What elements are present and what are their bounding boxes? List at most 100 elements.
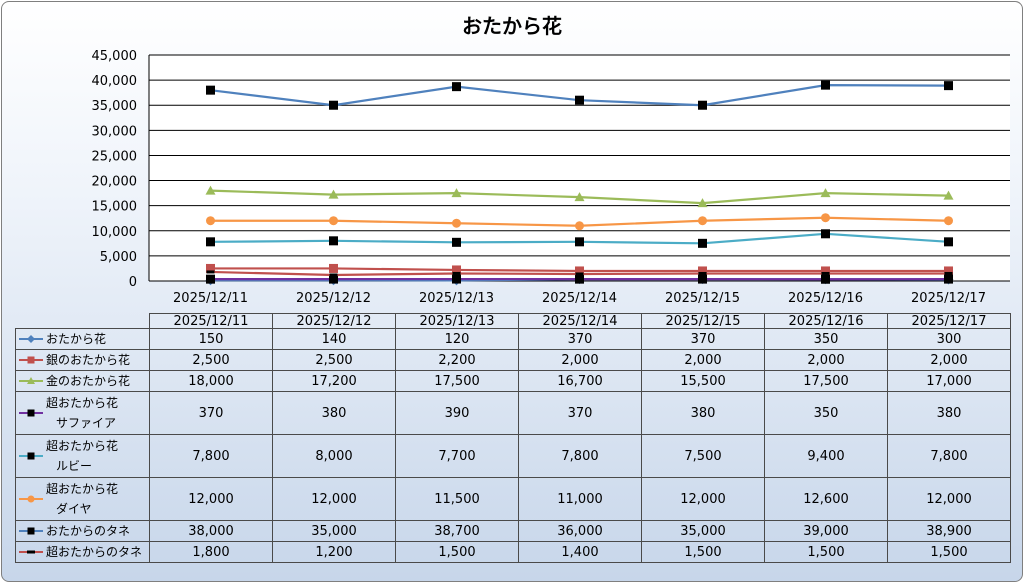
x-tick-label: 2025/12/12 — [296, 291, 371, 306]
data-label: 35,000 — [641, 520, 765, 542]
data-point — [698, 271, 707, 275]
data-label: 380 — [887, 391, 1011, 435]
data-point — [943, 190, 954, 200]
series-name-line: 銀のおたから花 — [46, 353, 131, 367]
data-point — [944, 237, 953, 247]
data-label: 39,000 — [764, 520, 888, 542]
table-header-cell: 2025/12/15 — [641, 313, 765, 329]
data-point — [575, 274, 584, 284]
series-name-line: おたから花 — [46, 332, 107, 346]
data-label: 1,800 — [149, 541, 273, 563]
series-name-line: 超おたから花 — [46, 439, 119, 453]
chart-title: おたから花 — [462, 14, 562, 38]
table-row: 超おたから花 サファイア 370 380 390 370 380 350 380 — [15, 391, 1011, 435]
data-label: 2,500 — [272, 349, 396, 371]
table-header-cell: 2025/12/14 — [518, 313, 642, 329]
legend-entry: 超おたからのタネ — [15, 541, 150, 563]
data-label: 1,500 — [764, 541, 888, 563]
data-label: 17,500 — [395, 370, 519, 392]
legend-key — [19, 527, 43, 535]
y-tick-label: 20,000 — [92, 175, 138, 190]
series-name-line: ダイヤ — [56, 502, 92, 516]
x-tick-label: 2025/12/15 — [665, 291, 740, 306]
data-point — [698, 266, 707, 276]
data-label: 300 — [887, 328, 1011, 350]
data-label: 15,500 — [641, 370, 765, 392]
data-point — [698, 216, 707, 226]
data-point — [574, 192, 585, 202]
data-point — [206, 263, 215, 273]
data-label: 2,000 — [887, 349, 1011, 371]
legend-entry: おたから花 — [15, 328, 150, 350]
x-tick-label: 2025/12/17 — [911, 291, 986, 306]
data-point — [205, 185, 216, 195]
y-tick-label: 40,000 — [92, 74, 138, 89]
legend-key — [19, 495, 43, 503]
series-name: 超おたからのタネ — [46, 542, 142, 562]
table-header-cell: 2025/12/16 — [764, 313, 888, 329]
data-label: 2,500 — [149, 349, 273, 371]
data-label: 150 — [149, 328, 273, 350]
data-point — [206, 216, 215, 226]
data-point — [452, 274, 461, 284]
data-label: 7,800 — [149, 434, 273, 478]
series-name: おたからのタネ — [46, 521, 130, 541]
series-name: 金のおたから花 — [46, 371, 130, 391]
legend-key — [19, 377, 43, 384]
data-point — [451, 188, 462, 198]
data-label: 370 — [518, 391, 642, 435]
series-name-line: 超おたから花 — [46, 396, 119, 410]
legend-entry: おたからのタネ — [15, 520, 150, 542]
table-row: 超おたから花 ダイヤ 12,000 12,000 11,500 11,000 12,000 1… — [15, 477, 1011, 521]
data-label: 11,500 — [395, 477, 519, 521]
y-tick-label: 35,000 — [92, 99, 138, 114]
series-name: おたから花 — [46, 329, 106, 349]
legend-key — [19, 356, 43, 364]
data-label: 350 — [764, 328, 888, 350]
data-point — [821, 213, 830, 223]
data-label: 38,900 — [887, 520, 1011, 542]
data-point — [821, 271, 830, 275]
table-header-cell: 2025/12/12 — [272, 313, 396, 329]
data-point — [452, 218, 461, 228]
y-tick-label: 30,000 — [92, 124, 138, 139]
y-tick-label: 15,000 — [92, 200, 138, 215]
x-tick-label: 2025/12/16 — [788, 291, 863, 306]
series-name: 銀のおたから花 — [46, 350, 130, 370]
series-1 — [206, 263, 953, 276]
data-label: 1,200 — [272, 541, 396, 563]
table-header-cell: 2025/12/13 — [395, 313, 519, 329]
data-label: 8,000 — [272, 434, 396, 478]
data-label: 38,000 — [149, 520, 273, 542]
legend-key-marker — [27, 527, 35, 535]
legend-key — [19, 409, 43, 417]
table-header-row: 2025/12/11 2025/12/12 2025/12/13 2025/12/14… — [16, 313, 1011, 329]
data-point — [452, 82, 461, 92]
plot-area: 0 5,000 10,000 15,000 20,000 25,000 30,000 35,0… — [92, 49, 1010, 306]
legend-entry: 超おたから花 サファイア — [15, 391, 150, 435]
data-point — [329, 216, 338, 226]
data-point — [698, 274, 707, 284]
data-point — [206, 270, 215, 274]
x-tick-label: 2025/12/11 — [173, 291, 248, 306]
data-label: 2,000 — [518, 349, 642, 371]
data-label: 9,400 — [764, 434, 888, 478]
legend-key-marker — [27, 335, 35, 343]
data-point — [452, 237, 461, 247]
series-name-line: 超おたからのタネ — [46, 545, 143, 559]
data-label: 350 — [764, 391, 888, 435]
legend-key — [19, 452, 43, 460]
data-label: 2,000 — [764, 349, 888, 371]
data-point — [452, 265, 461, 275]
data-point — [575, 95, 584, 105]
data-label: 36,000 — [518, 520, 642, 542]
data-label: 7,500 — [641, 434, 765, 478]
legend-entry: 超おたから花 ルビー — [15, 434, 150, 478]
series-7 — [206, 270, 953, 277]
series-6 — [206, 80, 953, 110]
table-header-cell: 2025/12/17 — [887, 313, 1011, 329]
data-label: 16,700 — [518, 370, 642, 392]
data-point — [821, 80, 830, 90]
table-row: 超おたから花 ルビー 7,800 8,000 7,700 7,800 7,500 9,400 7… — [15, 434, 1011, 478]
data-label: 18,000 — [149, 370, 273, 392]
